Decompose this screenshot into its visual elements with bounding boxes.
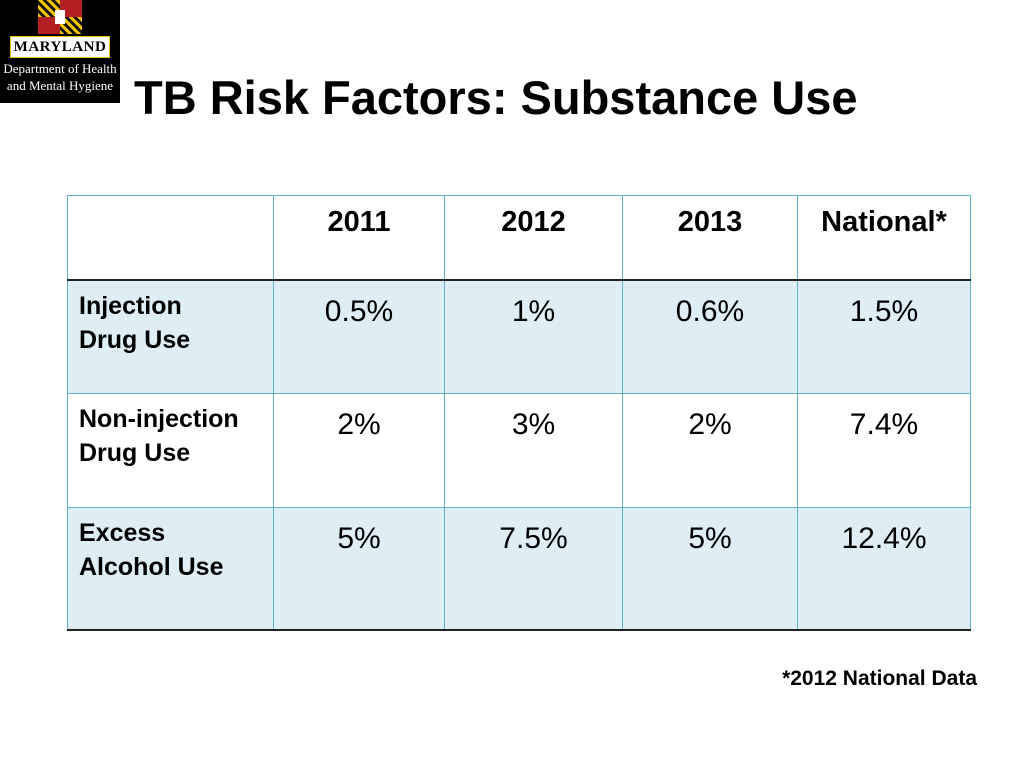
table-cell: 0.6% — [622, 279, 798, 394]
table-cell: 7.5% — [444, 507, 623, 631]
table-header-2013: 2013 — [622, 195, 798, 281]
table-header-2012: 2012 — [444, 195, 623, 281]
table-header-national: National* — [797, 195, 971, 281]
logo-department-text: Department of Health and Mental Hygiene — [2, 60, 118, 94]
maryland-dhmh-logo: MARYLAND Department of Health and Mental… — [0, 0, 120, 103]
maryland-flag-icon — [38, 0, 82, 34]
substance-use-table: 2011 2012 2013 National* Injection Drug … — [67, 195, 971, 631]
table-row: Injection Drug Use 0.5% 1% 0.6% 1.5% — [67, 279, 971, 394]
row-label-line-2: Drug Use — [79, 325, 191, 354]
row-label-line-1: Non-injection — [79, 405, 239, 433]
table-row: Excess Alcohol Use 5% 7.5% 5% 12.4% — [67, 507, 971, 631]
table-cell: 7.4% — [797, 393, 971, 508]
table-header-2011: 2011 — [273, 195, 445, 281]
table-cell: 2% — [622, 393, 798, 508]
logo-wordmark: MARYLAND — [10, 36, 110, 58]
table-cell: 3% — [444, 393, 623, 508]
table-header-corner — [67, 195, 274, 281]
table-cell: 1% — [444, 279, 623, 394]
slide-title: TB Risk Factors: Substance Use — [134, 71, 858, 124]
table-cell: 2% — [273, 393, 445, 508]
table-cell: 5% — [622, 507, 798, 631]
table-row: Non-injection Drug Use 2% 3% 2% 7.4% — [67, 393, 971, 508]
footnote: *2012 National Data — [782, 667, 977, 690]
row-label-line-1: Injection — [79, 291, 182, 320]
row-label: Injection Drug Use — [67, 279, 274, 394]
row-label-line-2: Drug Use — [79, 439, 191, 467]
table-cell: 0.5% — [273, 279, 445, 394]
table-header-row: 2011 2012 2013 National* — [67, 195, 971, 281]
row-label-line-2: Alcohol Use — [79, 553, 224, 581]
logo-line-2: and Mental Hygiene — [6, 78, 114, 93]
table-cell: 5% — [273, 507, 445, 631]
table-cell: 1.5% — [797, 279, 971, 394]
row-label: Non-injection Drug Use — [67, 393, 274, 508]
row-label-line-1: Excess — [79, 519, 166, 547]
table-cell: 12.4% — [797, 507, 971, 631]
logo-line-1: Department of Health — [3, 61, 117, 76]
row-label: Excess Alcohol Use — [67, 507, 274, 631]
